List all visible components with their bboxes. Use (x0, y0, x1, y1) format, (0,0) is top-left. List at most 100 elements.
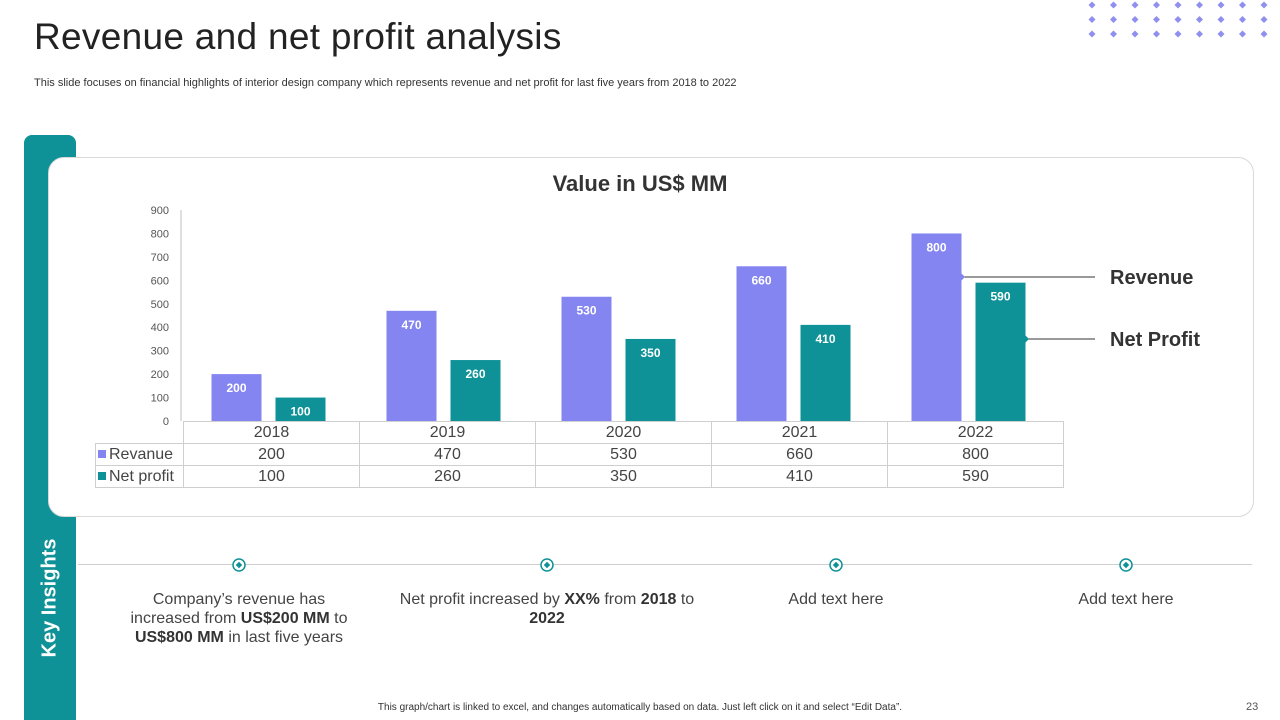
table-category-header: 2020 (535, 421, 712, 444)
revenue-bar[interactable] (736, 266, 787, 421)
slide-subtitle: This slide focuses on financial highligh… (34, 77, 737, 89)
decorative-dot (1131, 1, 1139, 9)
decorative-dot (1174, 16, 1182, 23)
decorative-dot (1153, 1, 1160, 9)
decorative-dot (1088, 16, 1096, 23)
net-profit-bar[interactable] (450, 360, 501, 421)
table-category-header: 2021 (711, 421, 888, 444)
y-tick-label: 100 (151, 393, 169, 405)
decorative-dot (1174, 1, 1182, 9)
table-row: Net profit 100 260 350 410 590 (95, 465, 1064, 488)
insight-fragment: Company’s revenue has increased from (130, 591, 326, 627)
net-profit-bar[interactable] (275, 397, 326, 421)
decorative-dot (1131, 30, 1139, 38)
insight-marker-icon (540, 558, 554, 572)
table-category-header: 2018 (183, 421, 360, 444)
series-name: Revanue (109, 445, 174, 463)
legend-key (98, 471, 106, 480)
chart-data-table: 2018 2019 2020 2021 2022 Revanue 200 470 530 660… (95, 421, 1064, 488)
bar-data-label: 590 (990, 290, 1010, 304)
bar-data-label: 260 (465, 367, 485, 381)
net-profit-bar[interactable] (800, 324, 851, 421)
decorative-dot (1217, 16, 1225, 23)
insight-fragment: to (676, 591, 695, 608)
decorative-dot (1174, 30, 1182, 38)
insight-fragment: Net profit increased by (399, 591, 565, 608)
revenue-bar[interactable] (911, 233, 962, 421)
table-cell: 410 (711, 465, 888, 488)
insight-text: Add text here (686, 590, 986, 609)
bar-data-label: 800 (926, 240, 946, 254)
decorative-dot (1088, 30, 1096, 38)
insight-fragment: in last five years (223, 629, 344, 646)
table-header-row: 2018 2019 2020 2021 2022 (95, 421, 1064, 444)
insight-marker-icon (1119, 558, 1133, 572)
decorative-dot (1260, 1, 1268, 9)
net-profit-bar[interactable] (975, 282, 1026, 421)
page-number: 23 (1246, 701, 1259, 713)
insight-highlight: XX% (564, 591, 600, 608)
decorative-dot (1196, 1, 1203, 9)
y-tick-label: 300 (151, 346, 169, 358)
insight-marker-icon (829, 558, 843, 572)
revenue-bar[interactable] (211, 374, 262, 421)
net-profit-bar[interactable] (625, 338, 676, 421)
y-tick-label: 800 (151, 228, 169, 240)
table-cell: 100 (183, 465, 360, 488)
table-series-label: Net profit (95, 465, 184, 488)
decorative-dot (1239, 16, 1246, 23)
table-cell: 660 (711, 443, 888, 466)
table-category-header: 2022 (887, 421, 1064, 444)
insight-fragment: Add text here (1078, 591, 1174, 608)
insight-text: Add text here (976, 590, 1276, 609)
table-category-header: 2019 (359, 421, 536, 444)
insight-marker-icon (232, 558, 246, 572)
series-name: Net profit (109, 467, 174, 485)
decorative-dot (1131, 16, 1139, 23)
y-tick-label: 900 (151, 205, 169, 217)
y-tick-label: 600 (151, 275, 169, 287)
revenue-bar[interactable] (386, 310, 437, 421)
insight-highlight: 2022 (529, 610, 565, 627)
callout-marker (958, 273, 965, 281)
bar-data-label: 100 (290, 405, 310, 419)
decorative-dot-pattern (1088, 1, 1268, 38)
table-series-label: Revanue (95, 443, 184, 466)
bar-data-label: 410 (815, 332, 835, 346)
chart-title: Value in US$ MM (553, 171, 728, 196)
insight-highlight: US$800 MM (134, 629, 224, 646)
bar-data-label: 470 (401, 318, 421, 332)
bar-data-label: 200 (226, 381, 246, 395)
bar-data-label: 660 (751, 273, 771, 287)
callout-marker (1022, 335, 1029, 343)
insight-text: Company’s revenue has increased from US$… (119, 590, 359, 647)
decorative-dot (1217, 1, 1225, 9)
y-tick-label: 500 (151, 299, 169, 311)
decorative-dot (1260, 30, 1268, 38)
y-tick-label: 200 (151, 369, 169, 381)
legend-key (98, 449, 106, 458)
decorative-dot (1153, 16, 1160, 23)
slide-title: Revenue and net profit analysis (34, 16, 562, 57)
table-cell: 470 (359, 443, 536, 466)
decorative-dot (1217, 30, 1225, 38)
bar-data-label: 350 (640, 346, 660, 360)
decorative-dot (1153, 30, 1160, 38)
decorative-dot (1239, 30, 1246, 38)
table-corner-cell (95, 421, 184, 444)
revenue-bar[interactable] (561, 296, 612, 421)
table-cell: 260 (359, 465, 536, 488)
insight-highlight: US$200 MM (240, 610, 330, 627)
insight-text: Net profit increased by XX% from 2018 to… (397, 590, 697, 628)
table-row: Revanue 200 470 530 660 800 (95, 443, 1064, 466)
decorative-dot (1088, 1, 1096, 9)
footer-note: This graph/chart is linked to excel, and… (377, 702, 903, 713)
table-cell: 800 (887, 443, 1064, 466)
insights-divider (78, 564, 1252, 565)
decorative-dot (1110, 16, 1117, 23)
decorative-dot (1110, 1, 1117, 9)
insight-fragment: from (599, 591, 641, 608)
insight-fragment: Add text here (788, 591, 884, 608)
insight-fragment: to (329, 610, 348, 627)
y-tick-label: 700 (151, 252, 169, 264)
